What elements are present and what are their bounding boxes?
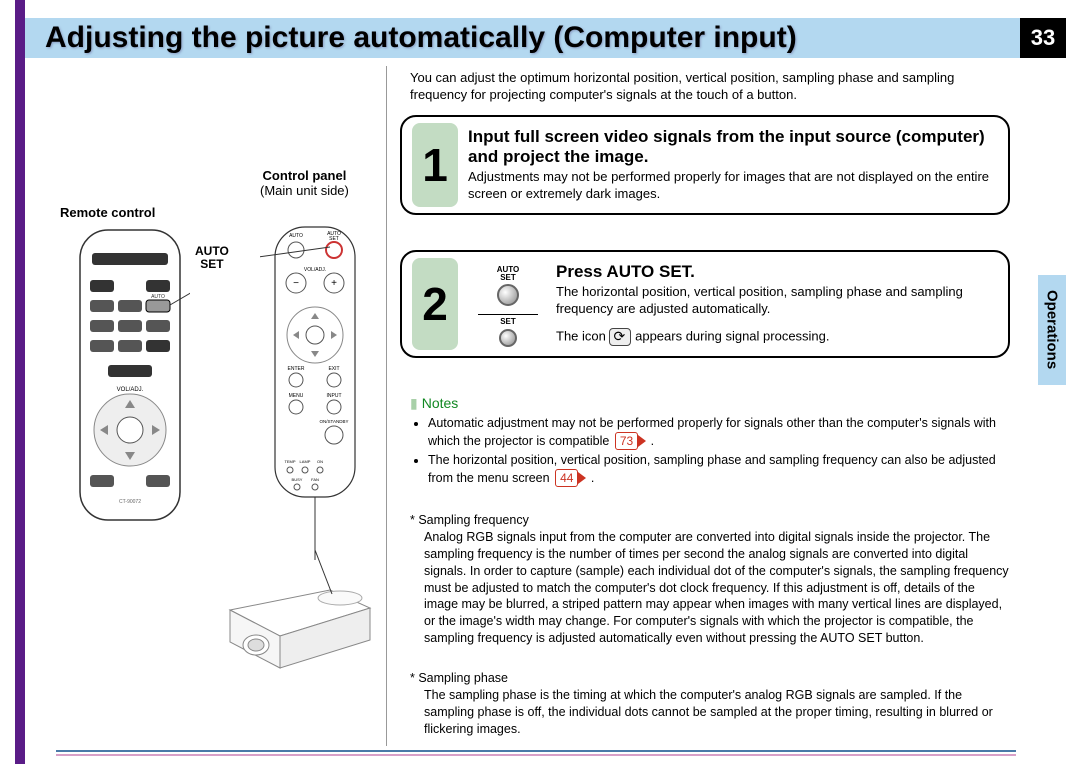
footnote-sampling-phase: * Sampling phase The sampling phase is t… (410, 670, 1010, 738)
section-tab-operations: Operations (1038, 275, 1066, 385)
svg-text:ON/STANDBY: ON/STANDBY (320, 419, 349, 424)
svg-text:BUSY: BUSY (292, 477, 303, 482)
control-panel-illustration: AUTO AUTO SET VOL/ADJ. − + ENTER EXIT ME… (260, 225, 370, 565)
svg-text:CT-90072: CT-90072 (119, 499, 141, 505)
footnote-sampling-frequency: * Sampling frequency Analog RGB signals … (410, 512, 1010, 647)
svg-text:+: + (331, 278, 337, 289)
note-2: The horizontal position, vertical positi… (428, 452, 1010, 487)
footer-rule-pink (56, 754, 1016, 756)
svg-text:MENU: MENU (289, 393, 304, 399)
page-number-box: 33 (1020, 18, 1066, 58)
step-1-number: 1 (412, 123, 458, 207)
svg-text:INPUT: INPUT (327, 393, 342, 399)
svg-text:FAN: FAN (311, 477, 319, 482)
step-1-body: Adjustments may not be performed properl… (468, 169, 994, 203)
svg-text:ON: ON (317, 459, 323, 464)
remote-control-illustration: AUTO VOL/ADJ. CT-90072 (70, 225, 190, 535)
autoset-line1: AUTO (195, 244, 229, 258)
control-panel-label: Control panel (Main unit side) (260, 168, 349, 198)
control-panel-title: Control panel (260, 168, 349, 183)
notes-list: Automatic adjustment may not be performe… (410, 415, 1010, 489)
vertical-separator (386, 66, 387, 746)
autoset-callout: AUTO SET (195, 245, 229, 271)
set-button-icon (499, 329, 517, 347)
title-band: Adjusting the picture automatically (Com… (25, 18, 1065, 58)
svg-text:VOL/ADJ.: VOL/ADJ. (304, 267, 326, 273)
step-2-body-line2: The icon appears during signal processin… (556, 328, 994, 346)
svg-text:AUTO: AUTO (151, 294, 165, 300)
left-purple-bar (15, 0, 25, 764)
svg-text:SET: SET (329, 236, 339, 242)
svg-text:TEMP: TEMP (284, 459, 295, 464)
svg-text:−: − (293, 278, 299, 289)
svg-text:ENTER: ENTER (288, 366, 305, 372)
processing-icon (609, 328, 631, 346)
page-number: 33 (1031, 25, 1055, 51)
footer-rule-blue (56, 750, 1016, 752)
svg-text:AUTO: AUTO (289, 233, 303, 239)
footnote-2-label: * Sampling phase (410, 670, 1010, 687)
intro-paragraph: You can adjust the optimum horizontal po… (410, 70, 1010, 104)
step-1-box: 1 Input full screen video signals from t… (400, 115, 1010, 215)
footnote-1-body: Analog RGB signals input from the comput… (410, 529, 1010, 647)
svg-text:LAMP: LAMP (300, 459, 311, 464)
footnote-1-label: * Sampling frequency (410, 512, 1010, 529)
projector-illustration (210, 550, 380, 680)
remote-control-label: Remote control (60, 205, 155, 220)
page-title: Adjusting the picture automatically (Com… (25, 21, 797, 55)
step-2-box: 2 Press AUTO SET. AUTOSET SET The horizo… (400, 250, 1010, 358)
note-1: Automatic adjustment may not be performe… (428, 415, 1010, 450)
step-2-body: AUTOSET SET The horizontal position, ver… (468, 284, 994, 346)
notes-header: Notes (410, 395, 458, 412)
page-ref-73[interactable]: 73 (615, 432, 638, 450)
svg-text:VOL/ADJ.: VOL/ADJ. (117, 387, 144, 393)
auto-set-button-icon (497, 284, 519, 306)
step-2-body-line1: The horizontal position, vertical positi… (556, 284, 994, 318)
footnote-2-body: The sampling phase is the timing at whic… (410, 687, 1010, 738)
step-2-number: 2 (412, 258, 458, 350)
control-panel-subtitle: (Main unit side) (260, 183, 349, 198)
step-1-title: Input full screen video signals from the… (468, 127, 994, 167)
page-ref-44[interactable]: 44 (555, 469, 578, 487)
step-2-button-icons: AUTOSET SET (468, 266, 548, 353)
autoset-line2: SET (200, 257, 223, 271)
svg-text:EXIT: EXIT (328, 366, 339, 372)
